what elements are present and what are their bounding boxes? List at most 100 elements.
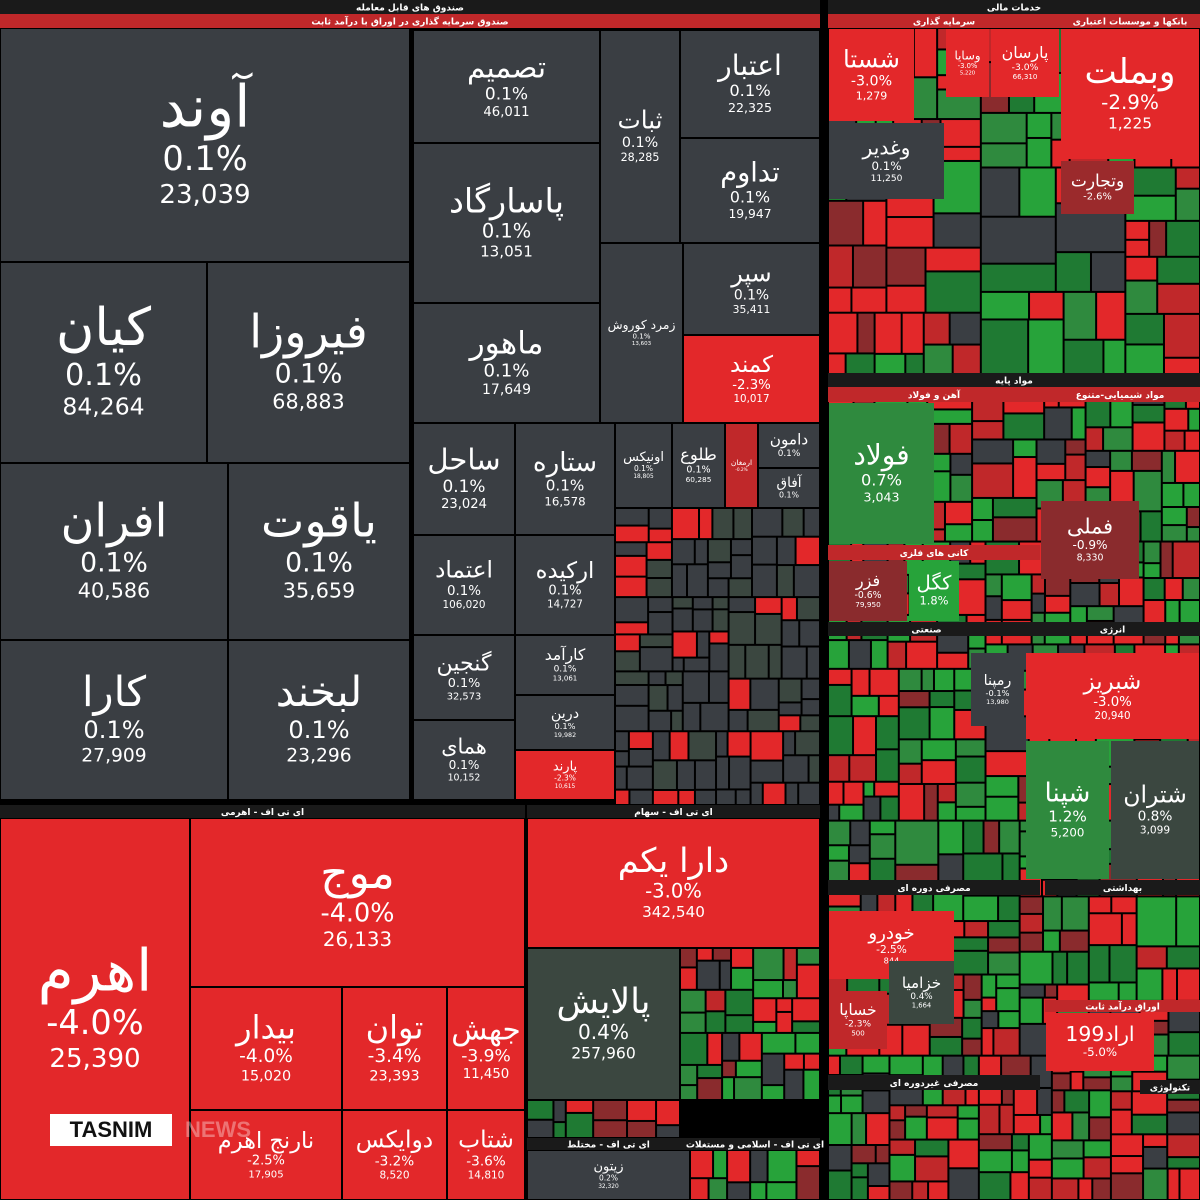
tile-name: خودرو: [867, 923, 914, 944]
small-tile: [809, 756, 819, 782]
small-tile: [717, 757, 729, 789]
small-tile: [930, 708, 954, 739]
small-tile: [777, 1012, 792, 1032]
small-tile: [938, 803, 955, 820]
small-tile: [840, 1056, 862, 1075]
tile: [191, 988, 341, 1109]
small-tile: [1027, 113, 1051, 137]
small-tile: [1068, 952, 1088, 984]
small-tile: [829, 641, 848, 668]
tile-change: -3.0%: [851, 74, 892, 90]
small-tile: [1037, 440, 1065, 463]
tile: [829, 991, 887, 1049]
small-tile: [1038, 1088, 1051, 1114]
tile: [414, 31, 599, 142]
small-tile: [888, 642, 906, 668]
small-tile: [1111, 398, 1132, 427]
small-tile: [986, 752, 1028, 776]
small-tile: [697, 632, 709, 657]
small-tile: [973, 422, 1003, 439]
small-tile: [753, 565, 776, 597]
small-tile: [731, 556, 752, 578]
tile-value: 32,320: [598, 1184, 619, 1190]
tile: [414, 536, 514, 634]
tile-change: 0.1%: [83, 716, 144, 744]
small-tile: [1168, 1100, 1199, 1112]
small-tile: [1086, 468, 1110, 487]
small-tile: [783, 509, 803, 536]
small-tile: [616, 556, 646, 576]
small-tile: [1111, 1092, 1131, 1109]
small-tile: [616, 672, 648, 684]
small-tile: [713, 610, 728, 631]
small-tile: [1045, 596, 1070, 612]
small-tile: [1029, 1135, 1051, 1159]
small-tile: [956, 757, 985, 782]
tile-name: طلوع: [680, 445, 717, 465]
small-tile: [786, 783, 798, 804]
small-tile: [1158, 284, 1199, 313]
small-tile: [616, 732, 628, 751]
small-tile: [731, 540, 752, 555]
small-tile: [672, 509, 699, 539]
small-tile: [1164, 358, 1199, 378]
small-tile: [697, 949, 712, 960]
small-tile: [1012, 1151, 1028, 1172]
small-tile: [695, 761, 716, 789]
small-tile: [710, 632, 728, 643]
small-tile: [1090, 1091, 1110, 1117]
small-tile: [713, 509, 733, 539]
small-tile: [1137, 897, 1176, 946]
small-tile: [952, 938, 988, 950]
small-tile: [777, 537, 795, 565]
small-tile: [1133, 405, 1164, 422]
tile-change: 0.7%: [861, 471, 902, 490]
small-tile: [1045, 408, 1071, 439]
small-tile: [906, 1106, 926, 1116]
tile-value: 68,883: [272, 390, 344, 414]
small-tile: [800, 621, 819, 646]
small-tile: [1073, 1113, 1089, 1140]
small-tile: [673, 609, 692, 631]
small-tile: [1044, 931, 1059, 951]
small-tile: [801, 716, 819, 731]
small-tile: [594, 1101, 627, 1120]
small-tile: [681, 1086, 697, 1099]
small-tile: [616, 652, 639, 671]
small-tile: [698, 1079, 722, 1099]
small-tile: [697, 961, 719, 989]
small-tile: [979, 1151, 1011, 1172]
tile-value: 10,615: [555, 784, 576, 790]
small-tile: [688, 565, 707, 597]
tile-change: -3.0%: [1012, 62, 1039, 73]
small-tile: [1052, 1113, 1072, 1140]
small-tile: [1089, 946, 1109, 982]
small-tile: [964, 821, 983, 853]
small-tile: [829, 1171, 851, 1199]
small-tile: [802, 700, 819, 715]
tile-value: 18,805: [633, 474, 654, 480]
small-tile: [1144, 542, 1160, 563]
tile-value: 11,450: [463, 1067, 510, 1082]
logo-box: [50, 1114, 172, 1146]
small-tile: [729, 613, 755, 644]
small-tile: [1180, 601, 1199, 624]
header-bar: [1045, 1000, 1200, 1012]
small-tile: [629, 732, 652, 748]
small-tile: [672, 711, 682, 731]
small-tile: [1027, 138, 1051, 167]
tile-change: 0.1%: [275, 358, 343, 389]
tile-change: -2.3%: [845, 1020, 872, 1030]
small-tile: [973, 401, 1003, 421]
tile-name: وسایا: [954, 48, 980, 63]
small-tile: [672, 540, 694, 564]
small-tile: [952, 922, 964, 937]
tile-name: پالایش: [557, 982, 651, 1022]
header-bar: [1045, 880, 1200, 895]
small-tile: [763, 783, 785, 804]
small-tile: [723, 1078, 734, 1099]
tile-change: -2.5%: [247, 1154, 285, 1169]
small-tile: [797, 965, 819, 998]
tile-change: 0.2%: [599, 1174, 618, 1183]
small-tile: [616, 706, 648, 731]
